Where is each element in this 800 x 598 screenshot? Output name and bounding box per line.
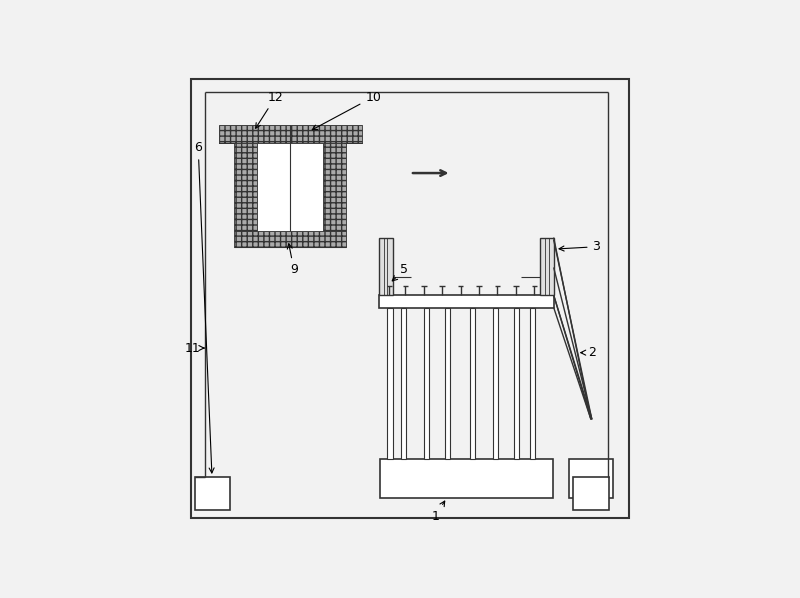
Bar bbox=[387, 307, 393, 459]
Text: 5: 5 bbox=[392, 263, 409, 281]
Text: 3: 3 bbox=[559, 240, 601, 253]
Bar bbox=[574, 477, 610, 510]
Bar bbox=[530, 307, 535, 459]
Text: 10: 10 bbox=[312, 90, 381, 130]
Bar bbox=[569, 459, 613, 498]
Bar bbox=[445, 307, 450, 459]
Bar bbox=[470, 307, 475, 459]
Text: 12: 12 bbox=[256, 90, 283, 128]
Bar bbox=[380, 459, 553, 498]
Bar bbox=[323, 143, 346, 231]
Text: 1: 1 bbox=[431, 501, 445, 523]
Bar bbox=[493, 307, 498, 459]
Bar bbox=[378, 295, 554, 307]
Bar bbox=[401, 307, 406, 459]
Bar bbox=[219, 125, 362, 143]
Bar bbox=[194, 477, 230, 510]
Bar bbox=[540, 237, 554, 295]
Text: 11: 11 bbox=[185, 341, 204, 355]
Text: 2: 2 bbox=[581, 346, 596, 359]
Bar bbox=[257, 143, 323, 231]
Bar bbox=[234, 231, 346, 247]
Bar bbox=[378, 237, 393, 295]
Text: 6: 6 bbox=[194, 141, 214, 473]
Text: 9: 9 bbox=[287, 244, 298, 276]
Bar bbox=[424, 307, 430, 459]
Bar bbox=[234, 143, 257, 231]
Bar bbox=[514, 307, 519, 459]
